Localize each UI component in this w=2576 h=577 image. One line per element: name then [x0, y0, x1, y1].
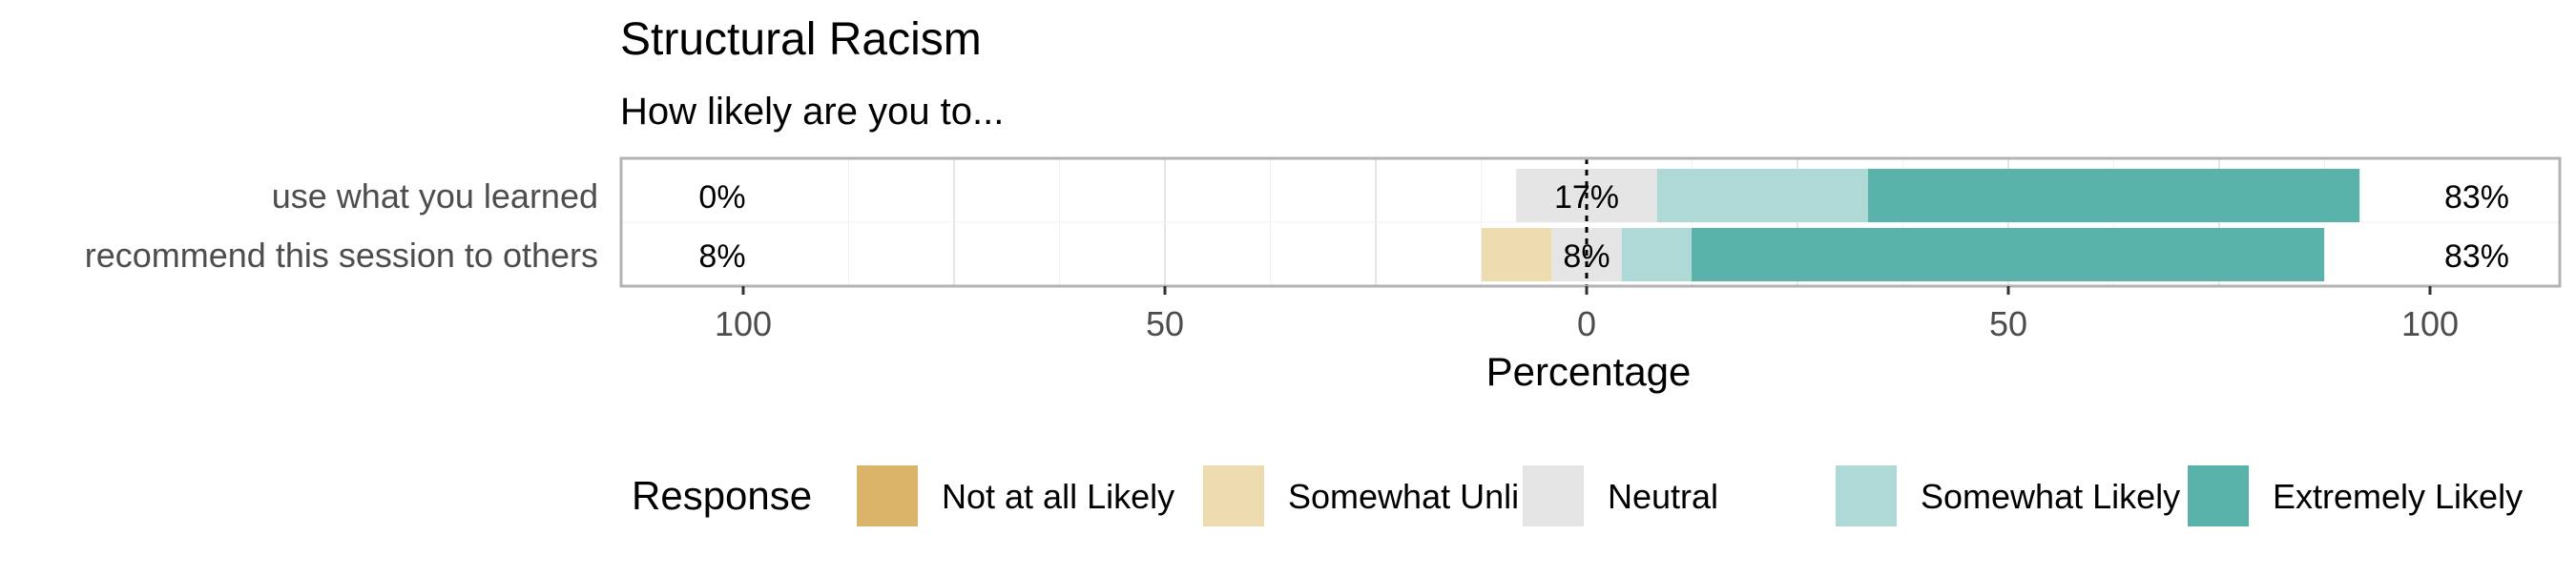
data-label-left: 8%: [698, 238, 745, 275]
data-label-right: 83%: [2444, 238, 2509, 275]
chart-subtitle: How likely are you to...: [620, 91, 1004, 133]
legend-key: [855, 464, 920, 528]
y-axis-labels: use what you learned recommend this sessi…: [85, 176, 598, 275]
x-tick-label: 0: [1577, 304, 1596, 343]
legend-key: [1521, 464, 1586, 528]
legend-key: [2186, 464, 2251, 528]
x-tick-label: 50: [1146, 304, 1184, 343]
chart-title: Structural Racism: [620, 14, 982, 65]
legend: Response Not at all Likely Somewhat Unlik…: [632, 464, 2523, 528]
legend-label: Neutral: [1608, 477, 1718, 516]
x-axis: 100 50 0 50 100: [715, 286, 2459, 343]
bar-segment: [1867, 169, 2360, 222]
bars: [1481, 158, 2360, 286]
legend-label: Not at all Likely: [942, 477, 1174, 516]
y-tick-label: recommend this session to others: [85, 236, 598, 275]
legend-key: [1834, 464, 1899, 528]
plot-panel-border: [619, 156, 2562, 288]
legend-title: Response: [632, 473, 812, 518]
data-labels: 0% 17% 83% 8% 8% 83%: [698, 179, 2509, 275]
data-label-left: 0%: [698, 179, 745, 216]
bar-segment: [1621, 228, 1693, 281]
data-label-center: 17%: [1554, 179, 1619, 216]
bar-segment: [1692, 228, 2325, 281]
legend-label: Extremely Likely: [2273, 477, 2523, 516]
x-axis-title: Percentage: [1486, 349, 1692, 394]
data-label-right: 83%: [2444, 179, 2509, 216]
x-tick-label: 100: [715, 304, 772, 343]
y-tick-label: use what you learned: [272, 176, 598, 216]
data-label-center: 8%: [1563, 238, 1610, 275]
bar-segment: [1656, 169, 1868, 222]
x-tick-label: 50: [1989, 304, 2027, 343]
bar-segment: [1481, 228, 1552, 281]
legend-label: Somewhat Likely: [1921, 477, 2180, 516]
legend-key: [1201, 464, 1266, 528]
x-tick-label: 100: [2401, 304, 2459, 343]
